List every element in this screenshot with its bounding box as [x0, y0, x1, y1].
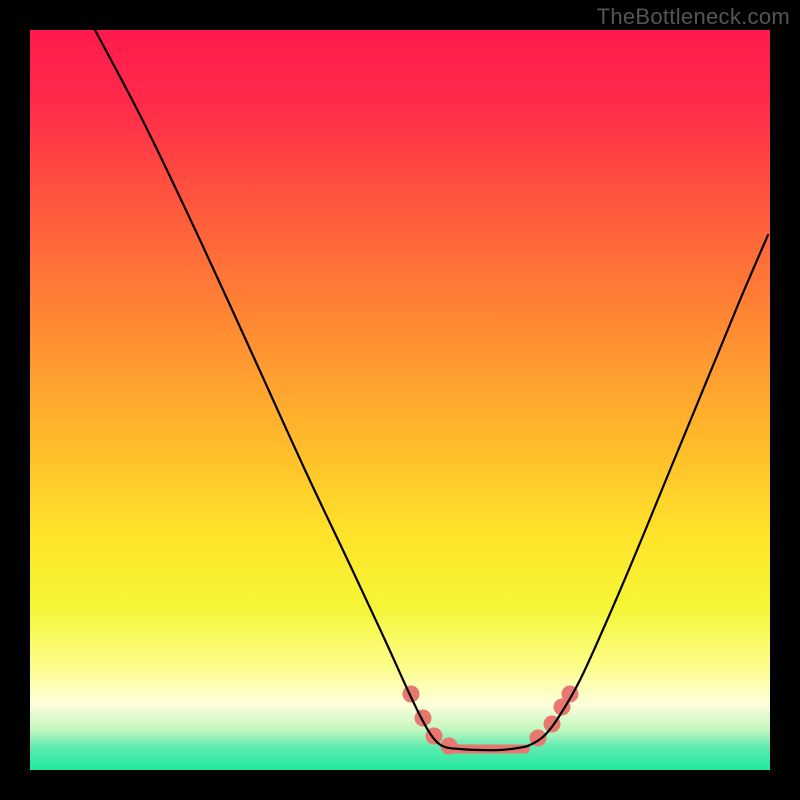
watermark-text: TheBottleneck.com	[597, 4, 790, 30]
bottleneck-chart: TheBottleneck.com	[0, 0, 800, 800]
gradient-background	[30, 30, 770, 770]
chart-canvas	[0, 0, 800, 800]
